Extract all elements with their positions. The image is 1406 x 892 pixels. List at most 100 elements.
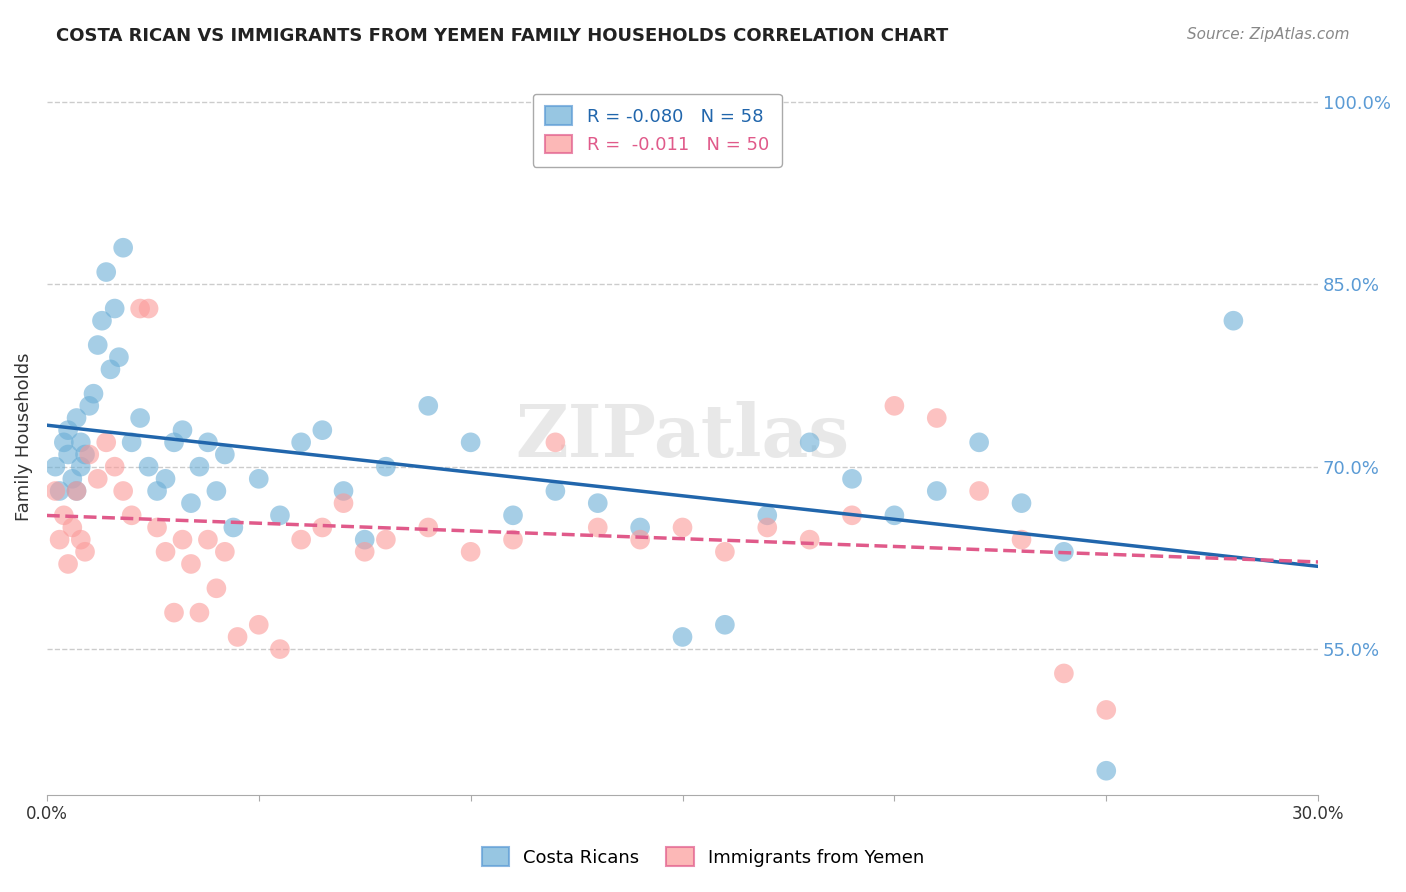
Point [172, 533, 194, 547]
Point [73, 545, 96, 559]
Point [586, 496, 609, 510]
Point [56, 448, 79, 462]
Point [1053, 666, 1076, 681]
Point [163, 435, 186, 450]
Point [129, 411, 152, 425]
Point [155, 545, 177, 559]
Point [353, 533, 375, 547]
Point [108, 350, 131, 364]
Point [290, 533, 312, 547]
Point [44, 459, 66, 474]
Point [52, 508, 75, 523]
Point [1011, 496, 1033, 510]
Point [226, 630, 249, 644]
Point [129, 301, 152, 316]
Point [353, 545, 375, 559]
Point [52, 435, 75, 450]
Text: COSTA RICAN VS IMMIGRANTS FROM YEMEN FAMILY HOUSEHOLDS CORRELATION CHART: COSTA RICAN VS IMMIGRANTS FROM YEMEN FAM… [56, 27, 949, 45]
Point [1095, 703, 1118, 717]
Point [925, 483, 948, 498]
Point [121, 435, 143, 450]
Point [69, 435, 91, 450]
Point [247, 617, 270, 632]
Point [48, 483, 70, 498]
Point [756, 508, 779, 523]
Text: ZIPatlas: ZIPatlas [516, 401, 849, 472]
Point [172, 423, 194, 437]
Point [146, 483, 169, 498]
Point [91, 314, 114, 328]
Point [112, 483, 135, 498]
Point [44, 483, 66, 498]
Point [48, 533, 70, 547]
Point [502, 508, 524, 523]
Point [1053, 545, 1076, 559]
Point [56, 557, 79, 571]
Point [418, 399, 440, 413]
Point [628, 520, 651, 534]
Point [77, 448, 100, 462]
Point [460, 435, 482, 450]
Point [146, 520, 169, 534]
Point [311, 520, 333, 534]
Point [188, 459, 211, 474]
Point [155, 472, 177, 486]
Point [544, 483, 567, 498]
Point [222, 520, 245, 534]
Point [799, 533, 821, 547]
Point [60, 472, 83, 486]
Point [925, 411, 948, 425]
Point [77, 399, 100, 413]
Point [586, 520, 609, 534]
Point [121, 508, 143, 523]
Point [671, 630, 693, 644]
Point [799, 435, 821, 450]
Point [269, 642, 291, 657]
Point [163, 606, 186, 620]
Point [374, 533, 396, 547]
Point [65, 483, 87, 498]
Point [87, 338, 110, 352]
Point [374, 459, 396, 474]
Point [214, 545, 236, 559]
Point [841, 508, 863, 523]
Point [714, 545, 737, 559]
Point [290, 435, 312, 450]
Point [83, 386, 105, 401]
Point [56, 423, 79, 437]
Point [311, 423, 333, 437]
Point [65, 483, 87, 498]
Point [138, 301, 160, 316]
Point [247, 472, 270, 486]
Point [197, 533, 219, 547]
Point [205, 483, 228, 498]
Point [96, 265, 118, 279]
Point [714, 617, 737, 632]
Point [544, 435, 567, 450]
Point [180, 557, 202, 571]
Point [269, 508, 291, 523]
Point [502, 533, 524, 547]
Point [883, 508, 905, 523]
Point [967, 435, 990, 450]
Point [104, 301, 127, 316]
Point [69, 459, 91, 474]
Point [883, 399, 905, 413]
Text: Source: ZipAtlas.com: Source: ZipAtlas.com [1187, 27, 1350, 42]
Point [1222, 314, 1244, 328]
Point [967, 483, 990, 498]
Y-axis label: Family Households: Family Households [15, 352, 32, 521]
Point [188, 606, 211, 620]
Point [332, 483, 354, 498]
Point [138, 459, 160, 474]
Point [104, 459, 127, 474]
Point [69, 533, 91, 547]
Point [205, 582, 228, 596]
Point [671, 520, 693, 534]
Point [628, 533, 651, 547]
Point [73, 448, 96, 462]
Point [1011, 533, 1033, 547]
Point [418, 520, 440, 534]
Point [96, 435, 118, 450]
Point [197, 435, 219, 450]
